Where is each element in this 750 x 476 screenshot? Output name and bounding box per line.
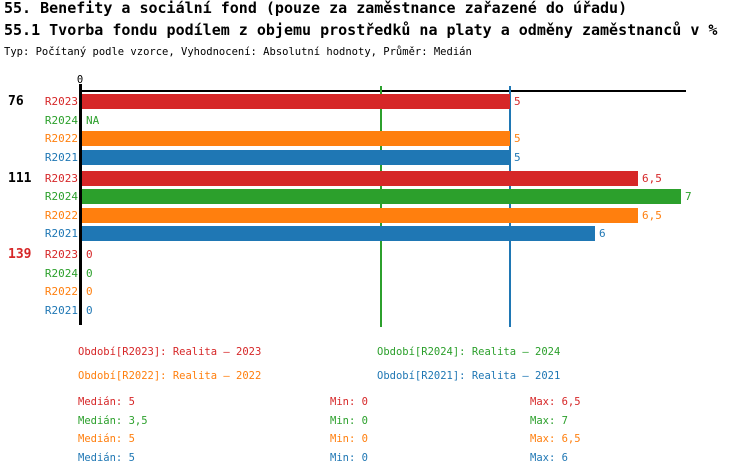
- row-series-label: R2024: [44, 190, 78, 203]
- row-series-label: R2021: [44, 227, 78, 240]
- bar-value-label: 0: [86, 285, 93, 298]
- page-title: 55. Benefity a sociální fond (pouze za z…: [4, 0, 628, 17]
- bar-value-label: 5: [514, 95, 521, 108]
- bar-chart: 0 76 R2023 5 R2024 NA R2022 5 R2021 5 111 R2023 6,5 R…: [8, 74, 692, 327]
- bar-76-R2022: [82, 131, 510, 146]
- stat-median-R2024: Medián: 3,5: [78, 415, 148, 427]
- bar-76-R2021: [82, 150, 510, 165]
- bar-value-label: 7: [685, 190, 692, 203]
- row-series-label: R2022: [44, 209, 78, 222]
- stat-max-R2022: Max: 6,5: [530, 433, 581, 445]
- page-subtitle: 55.1 Tvorba fondu podílem z objemu prost…: [4, 21, 718, 39]
- stats-table: Medián: 5 Min: 0 Max: 6,5 Medián: 3,5 Min: 0…: [0, 385, 750, 476]
- bar-value-label: 5: [514, 132, 521, 145]
- bar-111-R2022: [82, 208, 638, 223]
- group-label-139: 139: [8, 247, 32, 262]
- stat-max-R2021: Max: 6: [530, 452, 568, 464]
- group-label-111: 111: [8, 171, 32, 186]
- bar-111-R2021: [82, 226, 595, 241]
- bar-76-R2023: [82, 94, 510, 109]
- stat-min-R2023: Min: 0: [330, 396, 368, 408]
- bar-value-label: 5: [514, 151, 521, 164]
- legend-item-R2023: Období[R2023]: Realita – 2023: [78, 346, 262, 358]
- legend-item-R2022: Období[R2022]: Realita – 2022: [78, 370, 262, 382]
- stat-median-R2022: Medián: 5: [78, 433, 135, 445]
- group-label-76: 76: [8, 94, 24, 109]
- row-series-label: R2024: [44, 267, 78, 280]
- row-series-label: R2021: [44, 151, 78, 164]
- bar-value-label: 0: [86, 248, 93, 261]
- page-meta: Typ: Počítaný podle vzorce, Vyhodnocení:…: [4, 46, 472, 58]
- stat-median-R2021: Medián: 5: [78, 452, 135, 464]
- row-series-label: R2022: [44, 132, 78, 145]
- median-reference-line-R2021: [509, 86, 511, 327]
- row-series-label: R2022: [44, 285, 78, 298]
- bar-value-label: 0: [86, 267, 93, 280]
- bar-111-R2023: [82, 171, 638, 186]
- x-axis-tick-label: 0: [76, 74, 84, 86]
- x-axis-line: [79, 90, 686, 92]
- stat-min-R2021: Min: 0: [330, 452, 368, 464]
- stat-min-R2022: Min: 0: [330, 433, 368, 445]
- legend-item-R2024: Období[R2024]: Realita – 2024: [377, 346, 561, 358]
- median-reference-line-R2024: [380, 86, 382, 327]
- bar-value-label: 6: [599, 227, 606, 240]
- bar-value-label: 6,5: [642, 172, 662, 185]
- row-series-label: R2024: [44, 114, 78, 127]
- legend: Období[R2023]: Realita – 2023 Období[R202…: [0, 335, 750, 390]
- stat-min-R2024: Min: 0: [330, 415, 368, 427]
- bar-111-R2024: [82, 189, 681, 204]
- row-series-label: R2023: [44, 95, 78, 108]
- stat-max-R2023: Max: 6,5: [530, 396, 581, 408]
- row-series-label: R2023: [44, 248, 78, 261]
- stat-max-R2024: Max: 7: [530, 415, 568, 427]
- stat-median-R2023: Medián: 5: [78, 396, 135, 408]
- bar-value-label: 0: [86, 304, 93, 317]
- legend-item-R2021: Období[R2021]: Realita – 2021: [377, 370, 561, 382]
- row-series-label: R2021: [44, 304, 78, 317]
- bar-value-label: NA: [86, 114, 100, 127]
- bar-value-label: 6,5: [642, 209, 662, 222]
- y-axis-line: [79, 84, 82, 325]
- row-series-label: R2023: [44, 172, 78, 185]
